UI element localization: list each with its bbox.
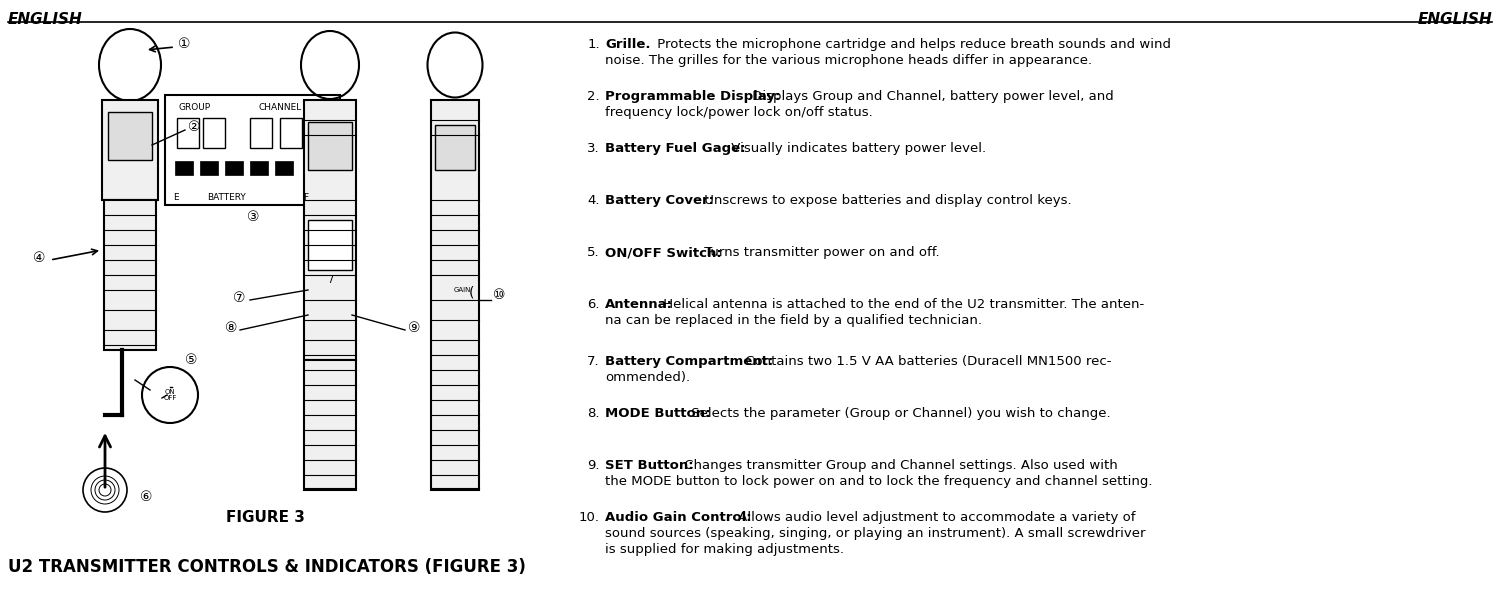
FancyBboxPatch shape	[304, 100, 355, 360]
FancyBboxPatch shape	[104, 200, 156, 350]
FancyBboxPatch shape	[108, 112, 152, 160]
Text: E: E	[172, 193, 178, 202]
Text: 9.: 9.	[588, 459, 600, 472]
Text: 3.: 3.	[588, 142, 600, 155]
FancyBboxPatch shape	[200, 161, 217, 175]
Text: 4.: 4.	[588, 194, 600, 207]
Text: GROUP: GROUP	[178, 103, 212, 112]
Text: F: F	[303, 193, 307, 202]
Text: Protects the microphone cartridge and helps reduce breath sounds and wind: Protects the microphone cartridge and he…	[652, 38, 1170, 51]
Text: ①: ①	[178, 37, 190, 51]
Text: 6.: 6.	[588, 298, 600, 311]
Text: ⑤: ⑤	[184, 353, 198, 367]
FancyBboxPatch shape	[165, 95, 340, 205]
Text: CHANNEL: CHANNEL	[258, 103, 302, 112]
Text: ⑩: ⑩	[494, 288, 506, 302]
Circle shape	[82, 468, 128, 512]
Text: 10.: 10.	[579, 511, 600, 524]
Text: Grille.: Grille.	[604, 38, 651, 51]
Text: BATTERY: BATTERY	[207, 193, 246, 202]
Text: Displays Group and Channel, battery power level, and: Displays Group and Channel, battery powe…	[748, 90, 1113, 103]
Text: ②: ②	[188, 120, 201, 134]
Text: Changes transmitter Group and Channel settings. Also used with: Changes transmitter Group and Channel se…	[680, 459, 1118, 472]
FancyBboxPatch shape	[430, 100, 478, 490]
Text: Allows audio level adjustment to accommodate a variety of: Allows audio level adjustment to accommo…	[734, 511, 1136, 524]
Text: Battery Compartment:: Battery Compartment:	[604, 355, 774, 368]
Text: ommended).: ommended).	[604, 371, 690, 384]
Text: 2.: 2.	[588, 90, 600, 103]
Text: ON
OFF: ON OFF	[164, 388, 177, 401]
Text: 8.: 8.	[588, 407, 600, 420]
Text: Battery Cover:: Battery Cover:	[604, 194, 714, 207]
Text: Unscrews to expose batteries and display control keys.: Unscrews to expose batteries and display…	[700, 194, 1072, 207]
FancyBboxPatch shape	[251, 118, 272, 148]
Text: sound sources (speaking, singing, or playing an instrument). A small screwdriver: sound sources (speaking, singing, or pla…	[604, 527, 1146, 540]
Text: na can be replaced in the field by a qualified technician.: na can be replaced in the field by a qua…	[604, 314, 982, 327]
Circle shape	[142, 367, 198, 423]
FancyBboxPatch shape	[435, 125, 476, 170]
Text: 7: 7	[327, 275, 333, 285]
Text: GAIN: GAIN	[453, 287, 471, 293]
FancyBboxPatch shape	[225, 161, 243, 175]
Text: ⑦: ⑦	[232, 291, 244, 305]
Text: ⑨: ⑨	[408, 321, 420, 335]
Text: Contains two 1.5 V AA batteries (Duracell MN1500 rec-: Contains two 1.5 V AA batteries (Duracel…	[741, 355, 1112, 368]
Text: Audio Gain Control:: Audio Gain Control:	[604, 511, 752, 524]
Text: ⑧: ⑧	[225, 321, 237, 335]
Text: 5.: 5.	[588, 246, 600, 259]
FancyBboxPatch shape	[280, 118, 302, 148]
Text: ENGLISH: ENGLISH	[8, 12, 82, 27]
Text: U2 TRANSMITTER CONTROLS & INDICATORS (FIGURE 3): U2 TRANSMITTER CONTROLS & INDICATORS (FI…	[8, 558, 526, 576]
Text: ④: ④	[33, 251, 45, 265]
FancyBboxPatch shape	[274, 161, 292, 175]
Text: FIGURE 3: FIGURE 3	[225, 510, 304, 525]
FancyBboxPatch shape	[308, 122, 352, 170]
Text: the MODE button to lock power on and to lock the frequency and channel setting.: the MODE button to lock power on and to …	[604, 475, 1152, 488]
Text: 7.: 7.	[588, 355, 600, 368]
Text: Battery Fuel Gage:: Battery Fuel Gage:	[604, 142, 746, 155]
Text: ENGLISH: ENGLISH	[1418, 12, 1492, 27]
Text: Selects the parameter (Group or Channel) you wish to change.: Selects the parameter (Group or Channel)…	[687, 407, 1110, 420]
Text: ⑥: ⑥	[140, 490, 153, 504]
FancyBboxPatch shape	[177, 118, 200, 148]
Text: MODE Button:: MODE Button:	[604, 407, 711, 420]
Text: ③: ③	[246, 210, 259, 224]
Text: Visually indicates battery power level.: Visually indicates battery power level.	[728, 142, 987, 155]
Text: ON/OFF Switch:: ON/OFF Switch:	[604, 246, 722, 259]
FancyBboxPatch shape	[202, 118, 225, 148]
FancyBboxPatch shape	[304, 360, 355, 490]
FancyBboxPatch shape	[176, 161, 194, 175]
Text: Programmable Display:: Programmable Display:	[604, 90, 780, 103]
Text: noise. The grilles for the various microphone heads differ in appearance.: noise. The grilles for the various micro…	[604, 54, 1092, 67]
FancyBboxPatch shape	[102, 100, 158, 200]
Text: frequency lock/power lock on/off status.: frequency lock/power lock on/off status.	[604, 106, 873, 119]
Text: Helical antenna is attached to the end of the U2 transmitter. The anten-: Helical antenna is attached to the end o…	[660, 298, 1144, 311]
Text: is supplied for making adjustments.: is supplied for making adjustments.	[604, 543, 844, 556]
Text: SET Button:: SET Button:	[604, 459, 693, 472]
Text: (: (	[470, 286, 474, 300]
FancyBboxPatch shape	[251, 161, 268, 175]
FancyBboxPatch shape	[308, 220, 352, 270]
Text: Turns transmitter power on and off.: Turns transmitter power on and off.	[700, 246, 940, 259]
Text: Antenna:: Antenna:	[604, 298, 674, 311]
Text: 1.: 1.	[588, 38, 600, 51]
